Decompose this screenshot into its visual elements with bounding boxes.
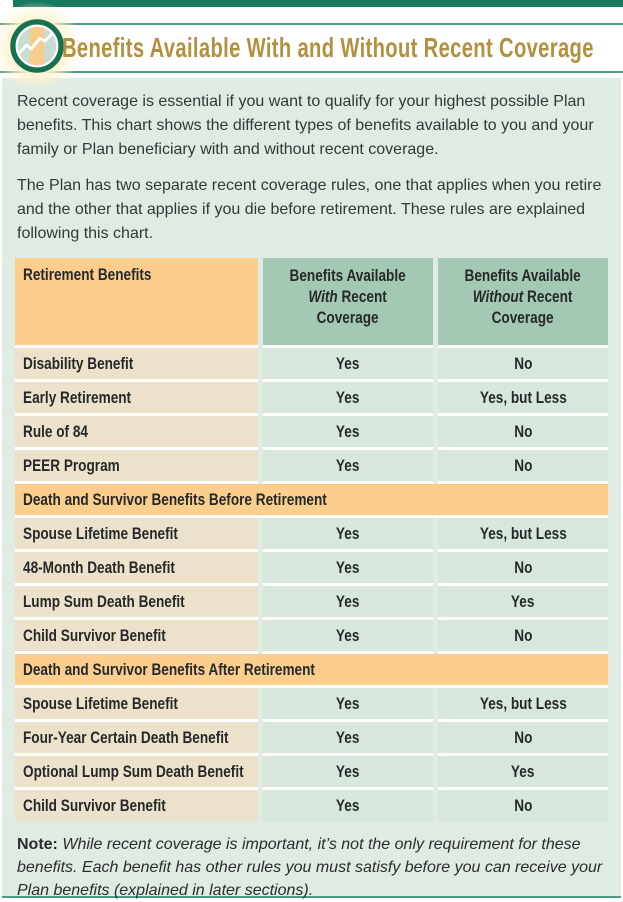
table-cell-with: Yes bbox=[263, 348, 433, 382]
top-accent-bar bbox=[13, 0, 623, 7]
table-cell-with: Yes bbox=[263, 518, 433, 552]
table-cell-with: Yes bbox=[263, 756, 433, 790]
table-cell-with: Yes bbox=[263, 688, 433, 722]
note-label: Note: bbox=[17, 836, 58, 853]
table-cell-with: Yes bbox=[263, 790, 433, 821]
line-chart-icon bbox=[10, 19, 64, 73]
table-cell-with: Yes bbox=[263, 552, 433, 586]
table-row-label: Optional Lump Sum Death Benefit bbox=[15, 756, 258, 790]
table-cell-without: No bbox=[438, 450, 608, 484]
header-rule-bottom bbox=[0, 71, 623, 73]
table-cell-without: Yes, but Less bbox=[438, 518, 608, 552]
intro-paragraph-2: The Plan has two separate recent coverag… bbox=[17, 177, 602, 242]
table-row-label: Early Retirement bbox=[15, 382, 258, 416]
table-cell-with: Yes bbox=[263, 416, 433, 450]
header-rule-top bbox=[0, 23, 623, 25]
table-row-label: Rule of 84 bbox=[15, 416, 258, 450]
table-row-label: Spouse Lifetime Benefit bbox=[15, 688, 258, 722]
table-row-label: Lump Sum Death Benefit bbox=[15, 586, 258, 620]
table-row-label: PEER Program bbox=[15, 450, 258, 484]
table-cell-without: No bbox=[438, 722, 608, 756]
table-cell-without: No bbox=[438, 790, 608, 821]
table-cell-without: No bbox=[438, 416, 608, 450]
table-cell-without: Yes, but Less bbox=[438, 688, 608, 722]
col-header-retirement-benefits: Retirement Benefits bbox=[15, 258, 258, 348]
section-header-before-retirement: Death and Survivor Benefits Before Retir… bbox=[15, 484, 608, 518]
table-row-label: 48-Month Death Benefit bbox=[15, 552, 258, 586]
table-cell-without: No bbox=[438, 348, 608, 382]
table-cell-without: Yes bbox=[438, 756, 608, 790]
table-cell-without: No bbox=[438, 552, 608, 586]
table-cell-with: Yes bbox=[263, 450, 433, 484]
table-cell-with: Yes bbox=[263, 722, 433, 756]
table-cell-without: No bbox=[438, 620, 608, 654]
table-cell-without: Yes bbox=[438, 586, 608, 620]
col-header-with-coverage: Benefits Available With Recent Coverage bbox=[263, 258, 433, 348]
table-cell-with: Yes bbox=[263, 382, 433, 416]
content-panel: Recent coverage is essential if you want… bbox=[2, 78, 621, 899]
page-title: Benefits Available With and Without Rece… bbox=[62, 32, 594, 63]
section-header-after-retirement: Death and Survivor Benefits After Retire… bbox=[15, 654, 608, 688]
table-row-label: Child Survivor Benefit bbox=[15, 790, 258, 821]
table-row-label: Spouse Lifetime Benefit bbox=[15, 518, 258, 552]
table-cell-without: Yes, but Less bbox=[438, 382, 608, 416]
note: Note: While recent coverage is important… bbox=[17, 833, 606, 902]
note-text: While recent coverage is important, it’s… bbox=[17, 836, 603, 899]
table-cell-with: Yes bbox=[263, 620, 433, 654]
intro-paragraph-1: Recent coverage is essential if you want… bbox=[17, 93, 594, 158]
table-row-label: Child Survivor Benefit bbox=[15, 620, 258, 654]
table-row-label: Four-Year Certain Death Benefit bbox=[15, 722, 258, 756]
benefits-table: Retirement Benefits Benefits Available Wi… bbox=[15, 258, 608, 821]
table-cell-with: Yes bbox=[263, 586, 433, 620]
col-header-without-coverage: Benefits Available Without Recent Coverage bbox=[438, 258, 608, 348]
table-row-label: Disability Benefit bbox=[15, 348, 258, 382]
